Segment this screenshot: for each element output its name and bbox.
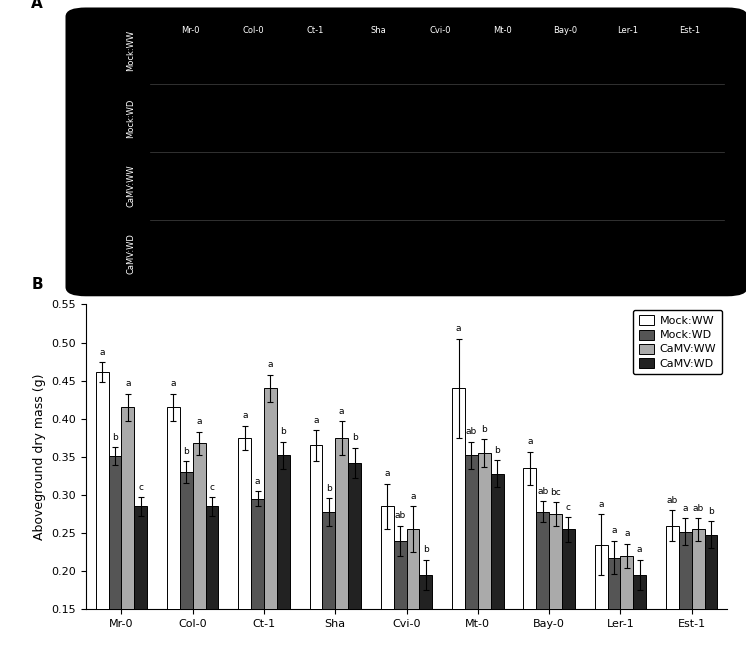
Bar <box>465 456 478 666</box>
Bar <box>180 472 192 666</box>
Bar <box>666 525 679 666</box>
Bar <box>264 388 277 666</box>
Text: Ct-1: Ct-1 <box>307 26 325 35</box>
Text: ab: ab <box>667 496 678 505</box>
Text: Mt-0: Mt-0 <box>493 26 512 35</box>
Text: b: b <box>280 428 286 436</box>
Bar <box>562 529 575 666</box>
Text: a: a <box>313 416 319 425</box>
Text: a: a <box>339 407 345 416</box>
Bar <box>704 535 718 666</box>
Bar <box>206 506 219 666</box>
Bar <box>348 463 361 666</box>
Text: b: b <box>351 434 357 442</box>
Text: b: b <box>708 507 714 515</box>
Text: CaMV:WD: CaMV:WD <box>126 233 135 274</box>
Bar <box>322 511 335 666</box>
Text: ab: ab <box>466 428 477 436</box>
Bar <box>122 408 134 666</box>
Bar <box>407 529 419 666</box>
Text: a: a <box>385 470 390 478</box>
Text: a: a <box>125 379 131 388</box>
Y-axis label: Aboveground dry mass (g): Aboveground dry mass (g) <box>33 374 46 540</box>
Bar <box>524 468 536 666</box>
Bar <box>394 541 407 666</box>
Bar <box>238 438 251 666</box>
Text: ab: ab <box>692 503 703 513</box>
Bar <box>595 545 607 666</box>
Text: Cvi-0: Cvi-0 <box>430 26 451 35</box>
Text: a: a <box>611 526 617 535</box>
Text: Ler-1: Ler-1 <box>617 26 638 35</box>
Bar <box>109 456 122 666</box>
Bar <box>192 443 206 666</box>
Text: c: c <box>210 483 214 492</box>
Bar <box>381 506 394 666</box>
Bar <box>310 446 322 666</box>
Bar <box>679 531 692 666</box>
Text: Mr-0: Mr-0 <box>181 26 200 35</box>
Bar <box>277 456 289 666</box>
Text: bc: bc <box>551 488 561 497</box>
Bar <box>251 499 264 666</box>
Bar <box>621 556 633 666</box>
Text: c: c <box>566 503 571 511</box>
Text: b: b <box>112 433 118 442</box>
Text: CaMV:WW: CaMV:WW <box>126 165 135 207</box>
Text: a: a <box>410 492 416 501</box>
Text: b: b <box>423 545 429 555</box>
Text: a: a <box>196 418 202 426</box>
Bar <box>478 453 491 666</box>
Text: b: b <box>481 425 487 434</box>
Text: b: b <box>184 447 189 456</box>
Text: b: b <box>495 446 500 455</box>
Bar <box>549 514 562 666</box>
Bar <box>536 511 549 666</box>
Text: Bay-0: Bay-0 <box>553 26 577 35</box>
Bar <box>167 408 180 666</box>
Bar <box>633 575 646 666</box>
Text: B: B <box>31 277 43 292</box>
Text: a: a <box>255 477 260 486</box>
Text: a: a <box>456 324 461 334</box>
Legend: Mock:WW, Mock:WD, CaMV:WW, CaMV:WD: Mock:WW, Mock:WD, CaMV:WW, CaMV:WD <box>633 310 722 374</box>
Text: a: a <box>527 437 533 446</box>
Text: c: c <box>138 483 143 492</box>
Text: a: a <box>242 412 248 420</box>
Text: Col-0: Col-0 <box>242 26 264 35</box>
Text: a: a <box>624 529 630 539</box>
Text: a: a <box>637 545 642 555</box>
Text: ab: ab <box>395 511 406 520</box>
Bar <box>607 557 621 666</box>
Bar <box>452 388 465 666</box>
Bar <box>335 438 348 666</box>
Text: a: a <box>99 348 105 357</box>
Bar <box>95 372 109 666</box>
Text: Est-1: Est-1 <box>679 26 700 35</box>
FancyBboxPatch shape <box>66 9 746 295</box>
Text: a: a <box>598 500 604 509</box>
Text: Mock:WW: Mock:WW <box>126 30 135 71</box>
Bar <box>692 529 704 666</box>
Bar <box>134 506 147 666</box>
Text: a: a <box>171 379 176 388</box>
Text: Mock:WD: Mock:WD <box>126 99 135 138</box>
Bar <box>491 474 504 666</box>
Text: Sha: Sha <box>370 26 386 35</box>
Text: a: a <box>268 360 273 369</box>
Text: ab: ab <box>537 487 548 496</box>
Bar <box>419 575 432 666</box>
Text: a: a <box>683 503 688 513</box>
Text: b: b <box>326 484 332 493</box>
Text: A: A <box>31 0 43 11</box>
